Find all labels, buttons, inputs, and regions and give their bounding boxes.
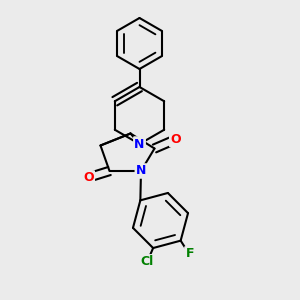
Text: N: N xyxy=(136,164,146,178)
Text: N: N xyxy=(134,137,145,151)
Text: Cl: Cl xyxy=(140,255,154,268)
Text: O: O xyxy=(83,171,94,184)
Text: O: O xyxy=(170,133,181,146)
Text: F: F xyxy=(185,248,194,260)
